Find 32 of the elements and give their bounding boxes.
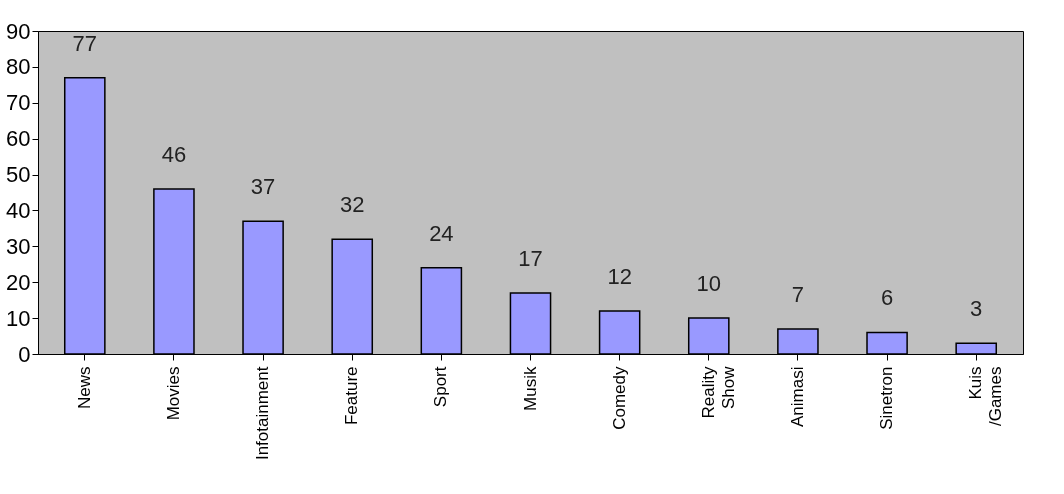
- x-tick-label: Feature: [342, 366, 362, 426]
- data-label: 6: [880, 285, 894, 311]
- x-tick-label: Sinetron: [877, 366, 897, 430]
- x-tick-label: Musik: [520, 366, 540, 411]
- x-tick-label: Movies: [163, 366, 183, 421]
- y-tick-label: 10: [6, 305, 31, 331]
- x-tick-label: Reality Show: [698, 365, 738, 419]
- x-tick-label: Animasi: [787, 366, 807, 427]
- x-tick-label: Comedy: [609, 366, 629, 430]
- data-label: 12: [607, 263, 632, 289]
- data-label: 7: [791, 281, 805, 307]
- y-tick-label: 40: [6, 197, 31, 223]
- y-tick-label: 30: [6, 233, 31, 259]
- x-tick-label: News: [74, 366, 94, 410]
- x-tick-label: Infotainment: [253, 366, 273, 461]
- data-label: 24: [429, 220, 454, 246]
- data-label: 32: [339, 192, 365, 218]
- data-label: 46: [161, 141, 187, 167]
- x-tick-label: Sport: [431, 366, 451, 408]
- data-label: 3: [970, 296, 983, 322]
- x-tick-label: Kuis /Games: [966, 366, 1006, 427]
- data-label: 10: [696, 271, 722, 297]
- data-label: 37: [250, 174, 276, 200]
- y-tick-label: 70: [6, 90, 31, 116]
- y-tick-label: 20: [6, 269, 31, 295]
- y-tick-label: 0: [18, 341, 31, 367]
- y-tick-label: 60: [6, 126, 31, 152]
- data-label: 17: [518, 245, 543, 271]
- data-label: 77: [72, 30, 98, 56]
- y-tick-label: 90: [6, 18, 31, 44]
- y-tick-label: 50: [6, 162, 31, 188]
- y-tick-label: 80: [6, 54, 31, 80]
